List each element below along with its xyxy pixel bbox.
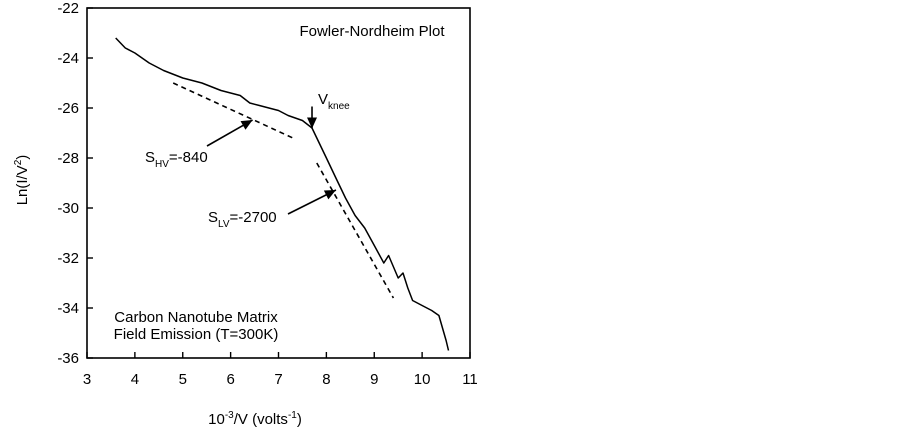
slope-hv-base: S	[145, 149, 155, 166]
x-tick-label: 9	[370, 371, 378, 388]
slope-fit-line-2	[316, 162, 395, 299]
x-tick-label: 7	[274, 371, 282, 388]
knee-label: Vknee	[318, 91, 350, 112]
slope-lv-base: S	[208, 209, 218, 226]
slope-hv-label: SHV=-840	[145, 149, 208, 170]
y-tick-label: -22	[57, 0, 79, 17]
x-tick-label: 3	[83, 371, 91, 388]
caption-line-1: Carbon Nanotube Matrix	[114, 309, 278, 326]
y-axis-label-end: )	[14, 155, 31, 160]
emission-data-line	[115, 37, 450, 351]
y-axis-label-sup: 2	[13, 159, 24, 165]
x-tick-label: 4	[131, 371, 139, 388]
y-axis-label: Ln(I/V2)	[13, 155, 31, 206]
slope-lv-label: SLV=-2700	[208, 209, 277, 230]
x-tick-label: 6	[226, 371, 234, 388]
knee-label-sub: knee	[328, 101, 350, 112]
y-tick-label: -26	[57, 100, 79, 117]
lv-arrow-head	[323, 190, 336, 200]
x-axis-label-base: 10	[208, 411, 225, 428]
slope-lv-sub: LV	[218, 219, 230, 230]
y-axis-ticks: -22 -24 -26 -28 -30 -32 -34 -36	[57, 0, 93, 367]
annotation-arrows	[206, 106, 337, 215]
x-axis-label-end: )	[297, 411, 302, 428]
y-tick-label: -24	[57, 50, 79, 67]
slope-hv-value: =-840	[169, 149, 208, 166]
x-axis-label-sup2: -1	[288, 410, 297, 421]
x-axis-ticks: 3 4 5 6 7 8 9 10 11	[83, 352, 478, 388]
caption-line-2: Field Emission (T=300K)	[114, 326, 279, 343]
x-axis-label-sup1: -3	[225, 410, 234, 421]
y-tick-label: -32	[57, 250, 79, 267]
slope-lv-value: =-2700	[230, 209, 277, 226]
knee-arrow-head	[307, 117, 318, 129]
hv-arrow-head	[240, 120, 253, 130]
y-tick-label: -34	[57, 300, 79, 317]
y-axis-label-base: Ln(I/V	[14, 165, 31, 205]
chart-title: Fowler-Nordheim Plot	[299, 23, 445, 40]
x-axis-label: 10-3/V (volts-1)	[208, 410, 302, 428]
y-tick-label: -36	[57, 350, 79, 367]
y-tick-label: -28	[57, 150, 79, 167]
slope-hv-sub: HV	[155, 159, 169, 170]
x-axis-label-mid: /V (volts	[234, 411, 288, 428]
series-layer	[115, 37, 450, 351]
x-tick-label: 11	[462, 371, 478, 388]
y-tick-label: -30	[57, 200, 79, 217]
x-tick-label: 5	[179, 371, 187, 388]
slope-fit-line-1	[172, 82, 294, 139]
x-tick-label: 8	[322, 371, 330, 388]
x-tick-label: 10	[414, 371, 431, 388]
knee-label-base: V	[318, 91, 328, 108]
